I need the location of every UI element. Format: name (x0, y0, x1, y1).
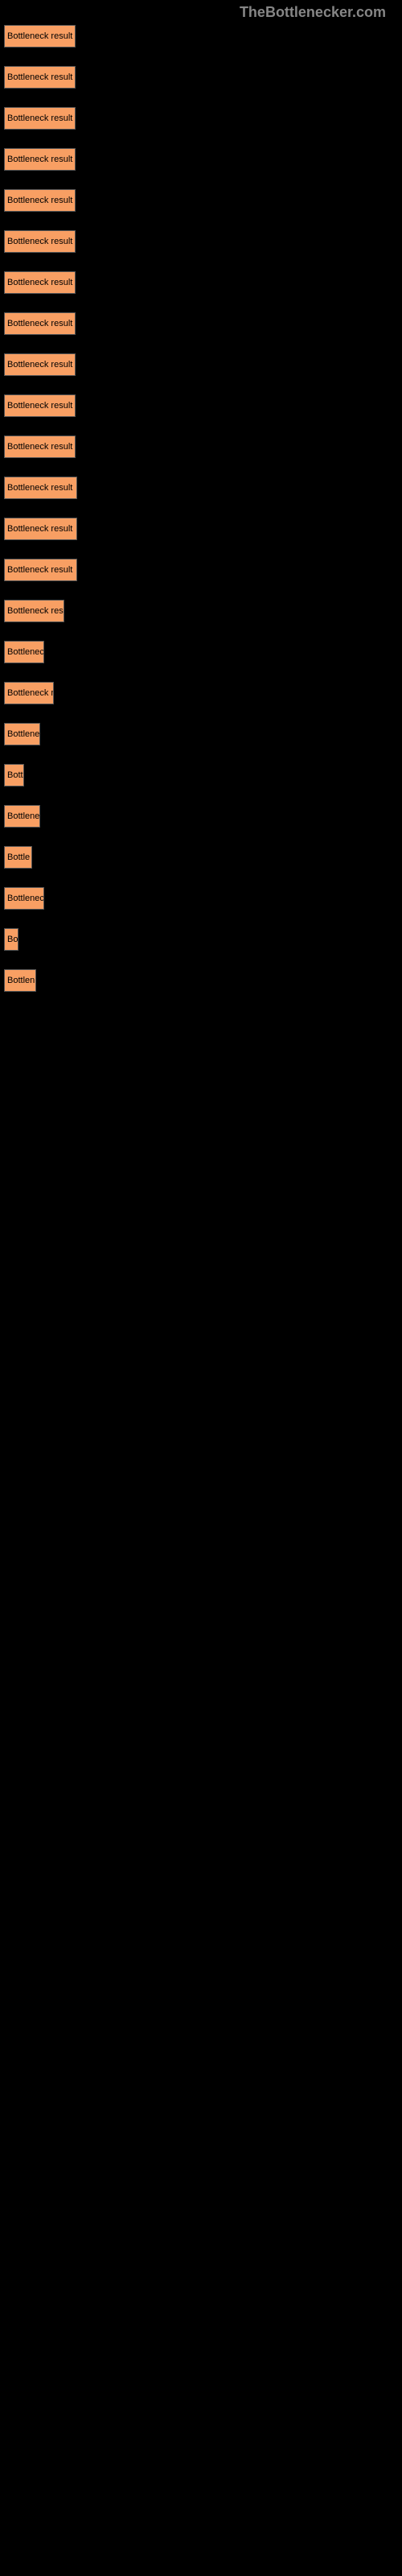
bar-row: Bottleneck result (4, 394, 402, 418)
bar: Bo (4, 928, 18, 951)
bar-row: Bottleneck r (4, 681, 402, 705)
bar-row: Bottleneck result (4, 435, 402, 459)
bar: Bottleneck r (4, 682, 54, 704)
chart-container: Bottleneck result Bottleneck result Bottle… (0, 0, 402, 993)
bar-row: Bottleneck result (4, 188, 402, 213)
bar: Bottleneck result (4, 271, 76, 294)
bar: Bottleneck result (4, 436, 76, 458)
bar: Bottleneck result (4, 230, 76, 253)
bar: Bottleneck res (4, 600, 64, 622)
bar-row: Bottleneck result (4, 65, 402, 89)
bar-row: Bott (4, 763, 402, 787)
bar: Bottlene (4, 723, 40, 745)
bar: Bottle (4, 846, 32, 869)
bar-row: Bottleneck result (4, 558, 402, 582)
bar-row: Bottle (4, 845, 402, 869)
bar: Bottleneck result (4, 518, 77, 540)
bar-row: Bottlene (4, 804, 402, 828)
bar: Bottleneck result (4, 25, 76, 47)
bar-row: Bottleneck result (4, 312, 402, 336)
bar-row: Bottlene (4, 722, 402, 746)
bar: Bottleneck result (4, 559, 77, 581)
bar-row: Bottleneck result (4, 24, 402, 48)
bar-row: Bottlenec (4, 640, 402, 664)
bar-row: Bottlenec (4, 886, 402, 910)
bar: Bottleneck result (4, 312, 76, 335)
bar: Bottleneck result (4, 189, 76, 212)
bar: Bottlenec (4, 641, 44, 663)
bar: Bottlene (4, 805, 40, 828)
bar: Bottlenec (4, 887, 44, 910)
bar-row: Bo (4, 927, 402, 952)
bar-row: Bottleneck result (4, 270, 402, 295)
bar-row: Bottlen (4, 968, 402, 993)
bar: Bottleneck result (4, 353, 76, 376)
bar: Bottleneck result (4, 107, 76, 130)
bar-row: Bottleneck result (4, 106, 402, 130)
bar: Bottleneck result (4, 148, 76, 171)
bar-row: Bottleneck res (4, 599, 402, 623)
bar: Bott (4, 764, 24, 786)
bar-row: Bottleneck result (4, 517, 402, 541)
bar-row: Bottleneck result (4, 147, 402, 171)
bar-row: Bottleneck result (4, 229, 402, 254)
bar-row: Bottleneck result (4, 476, 402, 500)
bar-row: Bottleneck result (4, 353, 402, 377)
bar: Bottleneck result (4, 394, 76, 417)
bar: Bottleneck result (4, 477, 77, 499)
bar: Bottleneck result (4, 66, 76, 89)
bar: Bottlen (4, 969, 36, 992)
watermark-text: TheBottlenecker.com (240, 4, 386, 21)
